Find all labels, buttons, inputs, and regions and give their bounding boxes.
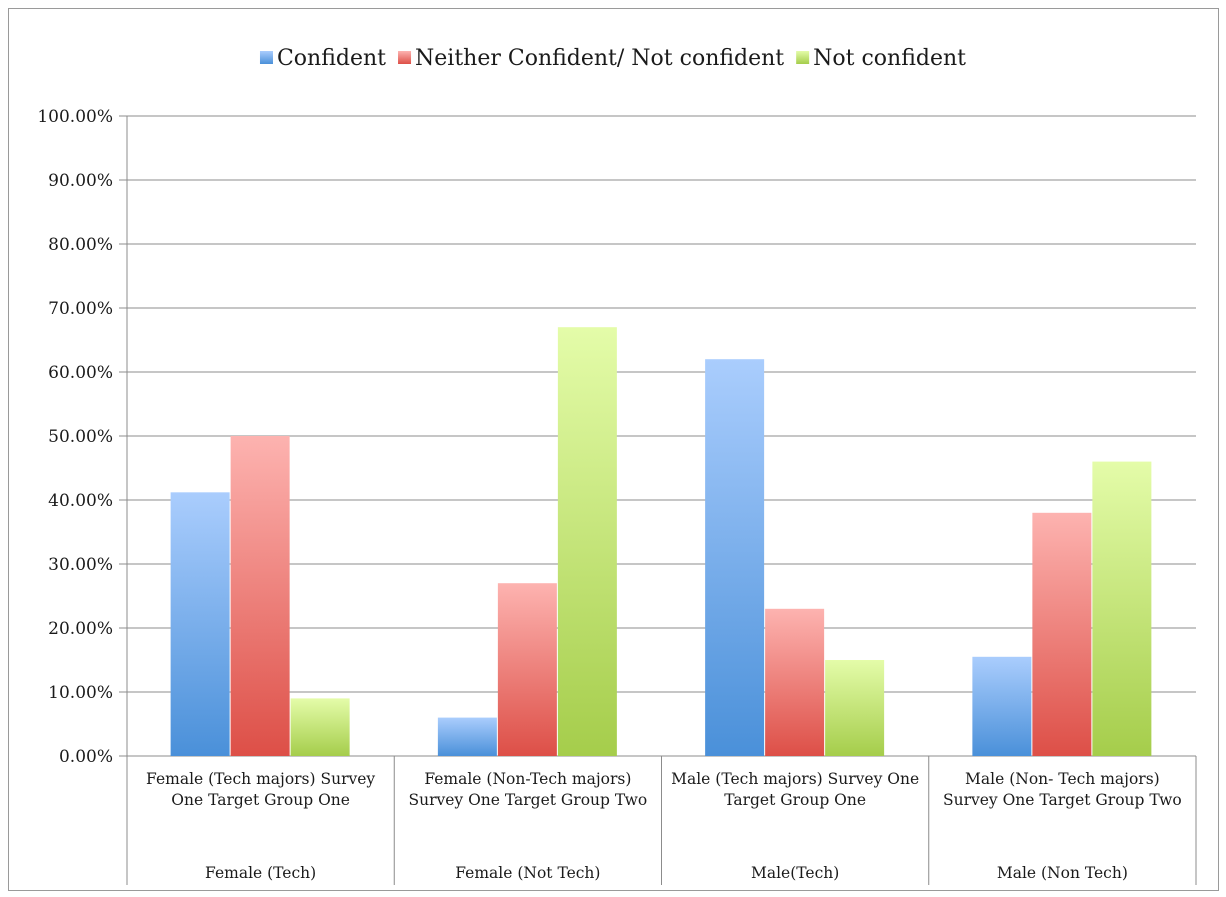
legend: Confident Neither Confident/ Not confiden… xyxy=(259,46,966,71)
bar-confident-2 xyxy=(437,717,497,756)
y-tick-label: 30.00% xyxy=(48,555,113,575)
bar-not-confident-4 xyxy=(1092,461,1152,756)
bar-not-confident-1 xyxy=(290,698,350,756)
y-tick-label: 100.00% xyxy=(37,107,113,127)
legend-swatch xyxy=(259,51,273,64)
legend-label: Confident xyxy=(277,46,386,71)
bar-not-confident-3 xyxy=(825,660,885,756)
y-tick-label: 10.00% xyxy=(48,683,113,703)
x-category-label: Male (Non- Tech majors) Survey One Target… xyxy=(943,770,1182,809)
y-tick-label: 90.00% xyxy=(48,171,113,191)
bar-neither-confident-not-confident-2 xyxy=(497,583,557,756)
bar-not-confident-2 xyxy=(557,327,617,756)
y-tick-label: 50.00% xyxy=(48,427,113,447)
x-category-label: Male (Tech majors) Survey One Target Grou… xyxy=(671,770,919,809)
x-axis: Female (Tech majors) Survey One Target Gr… xyxy=(126,756,1197,885)
y-tick-label: 60.00% xyxy=(48,363,113,383)
x-group-label: Female (Not Tech) xyxy=(455,864,600,882)
y-tick-label: 20.00% xyxy=(48,619,113,639)
bar-confident-1 xyxy=(170,492,230,756)
y-tick-label: 70.00% xyxy=(48,299,113,319)
bar-neither-confident-not-confident-1 xyxy=(230,436,290,756)
x-group-label: Female (Tech) xyxy=(205,864,316,882)
legend-swatch xyxy=(398,51,412,64)
y-tick-label: 80.00% xyxy=(48,235,113,255)
x-category-label: Female (Tech majors) Survey One Target Gr… xyxy=(146,770,375,809)
y-axis-ticks: 0.00% 10.00% 20.00% 30.00% 40.00% 50.00% 60.00… xyxy=(37,107,113,767)
bar-neither-confident-not-confident-4 xyxy=(1032,512,1092,756)
bar-confident-3 xyxy=(705,359,765,756)
legend-label: Neither Confident/ Not confident xyxy=(415,46,784,71)
x-group-label: Male (Non Tech) xyxy=(997,864,1128,882)
bar-confident-4 xyxy=(972,656,1032,756)
legend-swatch xyxy=(796,51,810,64)
bar-neither-confident-not-confident-3 xyxy=(765,608,825,756)
y-tick-label: 40.00% xyxy=(48,491,113,511)
x-category-label: Female (Non-Tech majors) Survey One Targe… xyxy=(408,770,647,809)
legend-label: Not confident xyxy=(813,46,966,71)
x-group-label: Male(Tech) xyxy=(751,864,839,882)
bars xyxy=(170,327,1152,756)
y-tick-label: 0.00% xyxy=(59,747,113,767)
